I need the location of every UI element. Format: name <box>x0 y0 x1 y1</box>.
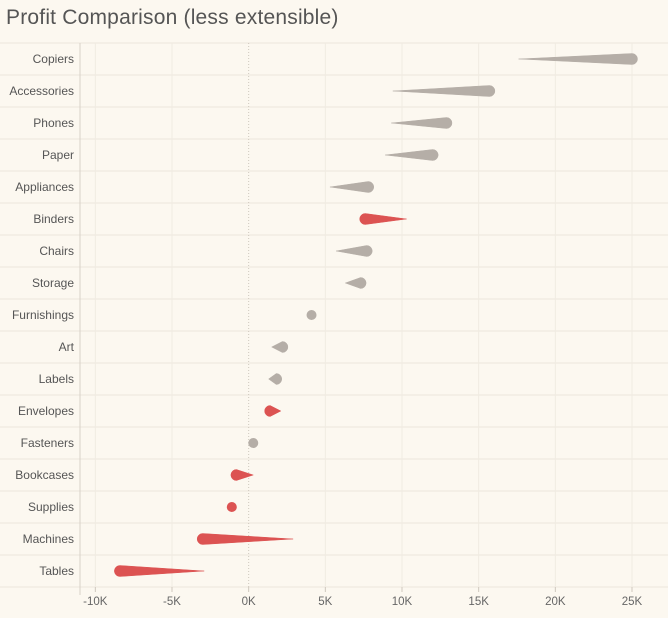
x-tick-label: 10K <box>392 596 413 608</box>
labels-layer: -10K -5K 0K 5K 10K 15K 20K 25K Copiers Accessorie… <box>9 52 642 608</box>
mark-phones <box>391 117 453 129</box>
category-label: Appliances <box>15 180 74 194</box>
x-tick-label: 25K <box>622 596 643 608</box>
mark-fasteners <box>248 438 259 448</box>
x-tick-label: -5K <box>163 596 181 608</box>
category-label: Binders <box>33 212 74 226</box>
category-label: Machines <box>23 532 74 546</box>
category-label: Labels <box>39 372 74 386</box>
x-tick-label: 0K <box>242 596 256 608</box>
grid-layer <box>0 42 668 588</box>
chart-title: Profit Comparison (less extensible) <box>6 6 339 29</box>
mark-labels <box>268 373 282 385</box>
x-tick-label: 15K <box>468 596 489 608</box>
x-tick-label: 20K <box>545 596 566 608</box>
mark-binders <box>359 213 407 225</box>
mark-tables <box>114 565 205 577</box>
category-label: Paper <box>42 148 74 162</box>
category-label: Accessories <box>9 84 74 98</box>
mark-paper <box>384 149 439 161</box>
mark-machines <box>197 533 294 545</box>
category-label: Art <box>59 340 75 354</box>
mark-envelopes <box>264 405 282 417</box>
mark-storage <box>345 277 367 289</box>
category-label: Tables <box>39 564 74 578</box>
category-label: Chairs <box>39 244 74 258</box>
marks-layer <box>114 53 638 577</box>
category-label: Supplies <box>28 500 74 514</box>
category-label: Bookcases <box>15 468 74 482</box>
mark-chairs <box>335 245 373 257</box>
mark-supplies <box>226 502 237 512</box>
category-label: Phones <box>33 116 74 130</box>
category-label: Furnishings <box>12 308 74 322</box>
mark-appliances <box>329 181 374 193</box>
category-label: Copiers <box>33 52 74 66</box>
x-tick-label: 5K <box>318 596 332 608</box>
mark-copiers <box>518 53 638 65</box>
x-tick-label: -10K <box>83 596 108 608</box>
axis-layer <box>79 43 633 595</box>
mark-bookcases <box>230 469 254 481</box>
mark-accessories <box>392 85 496 97</box>
category-label: Storage <box>32 276 74 290</box>
category-label: Fasteners <box>21 436 74 450</box>
category-label: Envelopes <box>18 404 74 418</box>
mark-art <box>271 341 289 353</box>
mark-furnishings <box>306 310 317 320</box>
